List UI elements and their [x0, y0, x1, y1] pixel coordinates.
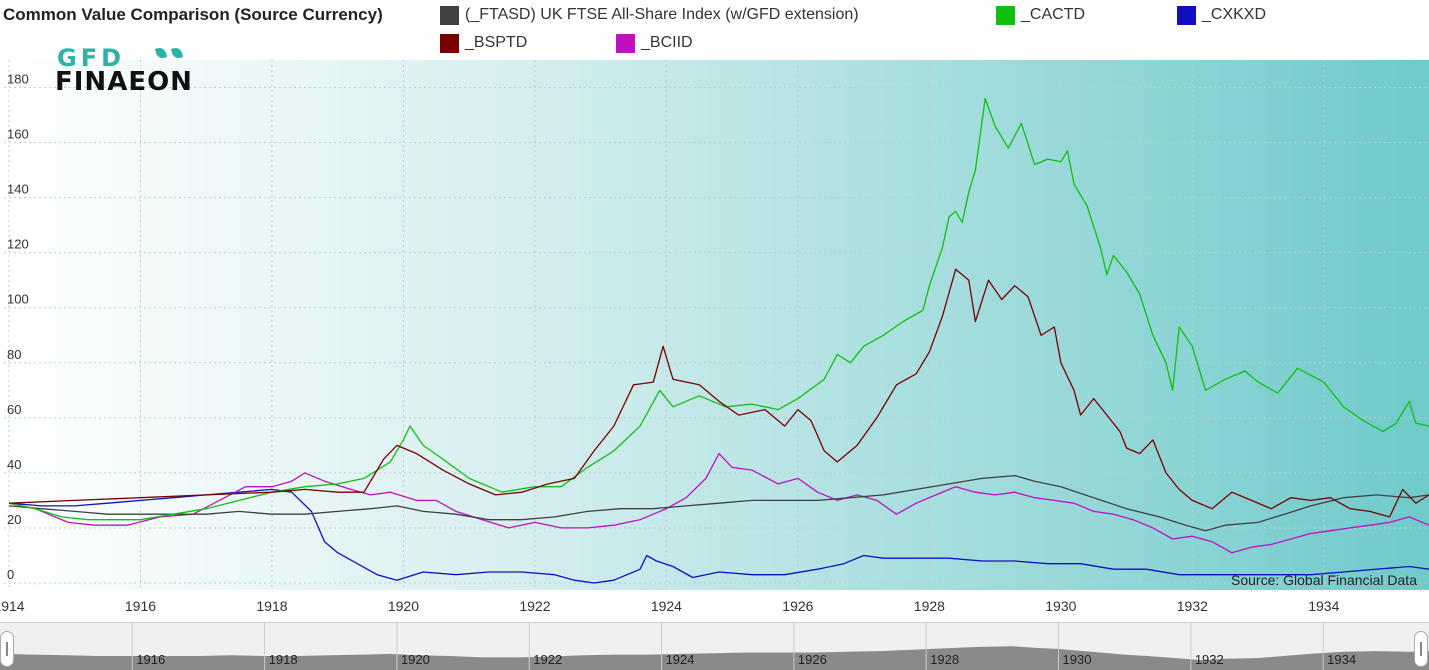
y-tick-label: 60: [7, 402, 21, 417]
legend-label-ftasd: (_FTASD) UK FTSE All-Share Index (w/GFD …: [465, 6, 859, 23]
plot-background: [4, 60, 1429, 590]
legend-item-bsptd[interactable]: _BSPTD: [440, 32, 527, 54]
source-note: Source: Global Financial Data: [1231, 572, 1417, 588]
y-tick-label: 20: [7, 512, 21, 527]
time-navigator[interactable]: 1916 1918 1920 1922 1924 1926 1928 1930 1932 1934: [0, 622, 1429, 670]
navigator-tick-label: 1928: [930, 652, 959, 667]
x-tick-label: 1930: [1045, 598, 1076, 614]
y-axis-ticks: 0 20 40 60 80 100 120 140 160 180: [7, 72, 29, 582]
x-tick-label: 1926: [782, 598, 813, 614]
series-line-bciid[interactable]: [8, 452, 1429, 554]
legend-item-cxkxd[interactable]: _CXKXD: [1177, 4, 1266, 26]
navigator-tick-label: 1932: [1195, 652, 1224, 667]
series-line-bsptd[interactable]: [8, 268, 1429, 518]
svg-text:GFD: GFD: [57, 44, 125, 72]
gfd-finaeon-logo: GFD FINAEON: [55, 44, 193, 94]
series-line-cactd[interactable]: [8, 97, 1429, 521]
legend-label-bciid: _BCIID: [641, 34, 693, 51]
legend-swatch-cxkxd: [1177, 5, 1196, 25]
legend-label-cactd: _CACTD: [1021, 6, 1086, 23]
x-tick-label: 1920: [388, 598, 419, 614]
x-tick-label: 1932: [1177, 598, 1208, 614]
x-tick-label: 1914: [0, 598, 25, 614]
legend-swatch-ftasd: [440, 5, 459, 25]
svg-text:FINAEON: FINAEON: [55, 67, 193, 94]
y-tick-label: 100: [7, 292, 29, 307]
legend-item-cactd[interactable]: _CACTD: [996, 4, 1085, 26]
x-tick-label: 1916: [125, 598, 156, 614]
x-tick-label: 1918: [256, 598, 287, 614]
x-axis-ticks: 1914 1916 1918 1920 1922 1924 1926 1928 1930 1932…: [0, 598, 1340, 614]
navigator-chart: 1916 1918 1920 1922 1924 1926 1928 1930 1932 1934: [0, 623, 1429, 670]
navigator-tick-label: 1916: [136, 652, 165, 667]
grid-lines: [4, 60, 1429, 590]
navigator-tick-label: 1918: [269, 652, 298, 667]
y-tick-label: 160: [7, 127, 29, 142]
y-tick-label: 0: [7, 567, 14, 582]
y-tick-label: 180: [7, 72, 29, 87]
y-tick-label: 140: [7, 182, 29, 197]
x-tick-label: 1934: [1308, 598, 1339, 614]
navigator-ticks: 1916 1918 1920 1922 1924 1926 1928 1930 1932 1934: [131, 623, 1356, 670]
navigator-tick-label: 1924: [666, 652, 695, 667]
legend-swatch-bsptd: [440, 33, 459, 53]
navigator-left-handle[interactable]: [0, 631, 14, 667]
legend-swatch-bciid: [616, 33, 635, 53]
y-tick-label: 80: [7, 347, 21, 362]
chart-title: Common Value Comparison (Source Currency…: [3, 5, 383, 24]
legend-label-cxkxd: _CXKXD: [1202, 6, 1267, 23]
series-line-ftasd[interactable]: [8, 474, 1429, 532]
y-tick-label: 120: [7, 237, 29, 252]
x-tick-label: 1924: [651, 598, 682, 614]
legend-item-ftasd[interactable]: (_FTASD) UK FTSE All-Share Index (w/GFD …: [440, 4, 859, 26]
y-tick-label: 40: [7, 457, 21, 472]
chart-header: Common Value Comparison (Source Currency…: [0, 0, 1429, 60]
navigator-tick-label: 1930: [1063, 652, 1092, 667]
legend-swatch-cactd: [996, 5, 1015, 25]
series-lines[interactable]: [8, 97, 1429, 584]
navigator-tick-label: 1922: [533, 652, 562, 667]
navigator-tick-label: 1934: [1327, 652, 1356, 667]
navigator-area: [0, 646, 1429, 670]
x-tick-label: 1928: [914, 598, 945, 614]
x-tick-label: 1922: [519, 598, 550, 614]
legend-label-bsptd: _BSPTD: [465, 34, 528, 51]
navigator-tick-label: 1920: [401, 652, 430, 667]
line-chart[interactable]: 0 20 40 60 80 100 120 140 160 180 1914 1916 1918 192…: [0, 60, 1429, 622]
navigator-right-handle[interactable]: [1414, 631, 1428, 667]
legend-item-bciid[interactable]: _BCIID: [616, 32, 693, 54]
navigator-tick-label: 1926: [798, 652, 827, 667]
